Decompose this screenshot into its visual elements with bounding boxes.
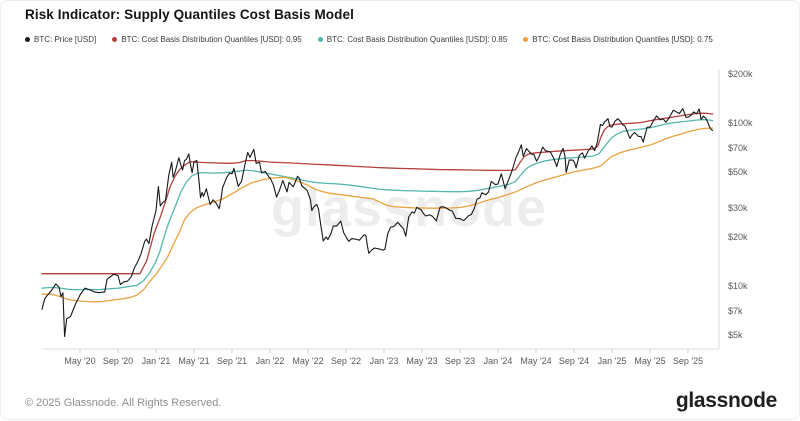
legend-item-price[interactable]: BTC: Price [USD] [25, 35, 96, 44]
price-series-line [41, 108, 714, 338]
legend-dot-price-icon [25, 37, 30, 42]
x-axis-label: Sep '21 [217, 356, 247, 366]
x-axis-label: May '24 [520, 356, 551, 366]
x-axis-label: Sep '20 [103, 356, 133, 366]
legend-dot-quantile-085-icon [317, 37, 323, 42]
x-axis-label: Sep '25 [673, 356, 703, 366]
x-axis-label: Sep '24 [559, 356, 589, 366]
y-axis-label: $7k [728, 306, 743, 316]
x-axis-label: Jan '21 [142, 356, 171, 366]
x-axis-label: May '22 [292, 356, 323, 366]
legend-label-quantile-075: BTC: Cost Basis Distribution Quantiles [… [532, 35, 713, 44]
x-axis-label: Jan '23 [370, 356, 399, 366]
x-axis-label: Sep '23 [445, 356, 475, 366]
x-axis-label: Jan '25 [598, 356, 627, 366]
legend-label-quantile-085: BTC: Cost Basis Distribution Quantiles [… [326, 35, 508, 44]
legend-dot-quantile-075-icon [523, 37, 529, 42]
legend-label-quantile-095: BTC: Cost Basis Distribution Quantiles [… [121, 35, 302, 44]
glassnode-logo: glassnode [675, 389, 777, 412]
y-axis-label: $50k [728, 167, 748, 177]
chart-legend: BTC: Price [USD] BTC: Cost Basis Distrib… [25, 35, 713, 44]
legend-item-quantile-085[interactable]: BTC: Cost Basis Distribution Quantiles [… [317, 35, 508, 44]
legend-label-price: BTC: Price [USD] [34, 35, 97, 44]
x-axis-label: May '23 [406, 356, 437, 366]
y-axis-label: $30k [728, 203, 748, 213]
y-axis-label: $20k [728, 232, 748, 242]
legend-dot-quantile-095-icon [112, 37, 118, 42]
x-axis-label: May '25 [634, 356, 665, 366]
x-axis-label: May '20 [64, 356, 95, 366]
x-axis-label: Jan '22 [256, 356, 285, 366]
y-axis-label: $10k [728, 281, 748, 291]
page-title: Risk Indicator: Supply Quantiles Cost Ba… [25, 7, 354, 22]
quantile-q75-series-line [41, 127, 714, 303]
y-axis-label: $100k [728, 118, 753, 128]
quantile-q85-series-line [41, 118, 714, 291]
x-axis-label: Sep '22 [331, 356, 361, 366]
x-axis-label: May '21 [178, 356, 209, 366]
x-axis-label: Jan '24 [484, 356, 513, 366]
copyright-text: © 2025 Glassnode. All Rights Reserved. [25, 397, 222, 409]
quantile-q95-series-line [41, 112, 714, 275]
legend-item-quantile-095[interactable]: BTC: Cost Basis Distribution Quantiles [… [112, 35, 302, 44]
legend-item-quantile-075[interactable]: BTC: Cost Basis Distribution Quantiles [… [523, 35, 713, 44]
y-axis-label: $5k [728, 330, 743, 340]
y-axis-label: $200k [728, 69, 753, 79]
y-axis-label: $70k [728, 143, 748, 153]
